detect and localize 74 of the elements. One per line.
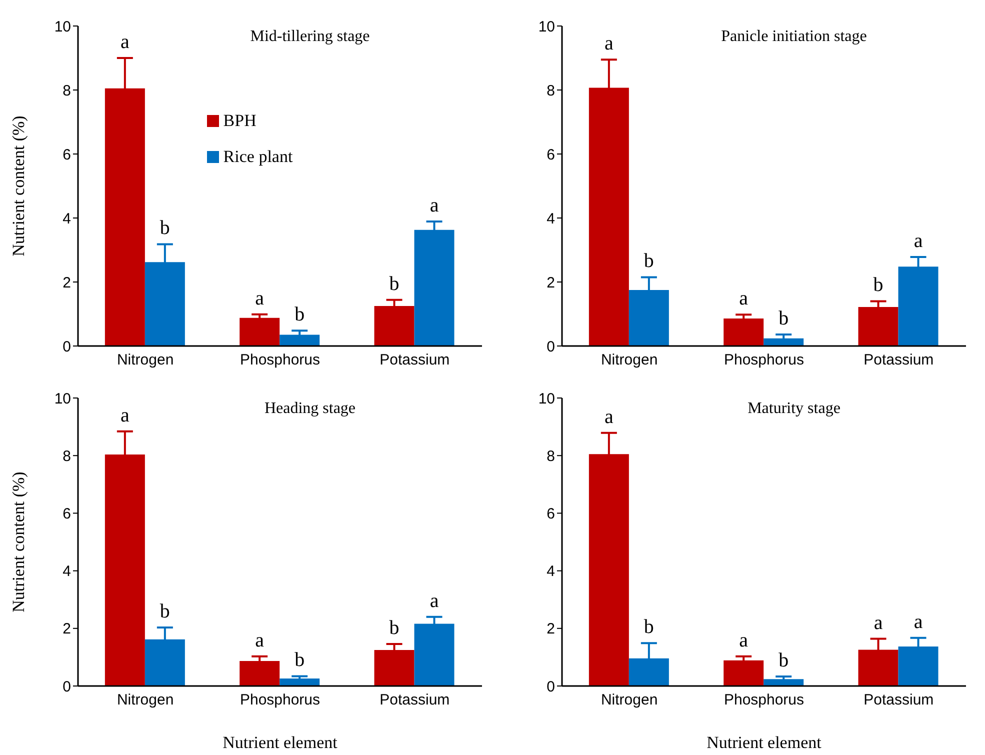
y-tick-label: 0 bbox=[62, 678, 71, 696]
y-tick-label: 2 bbox=[546, 274, 555, 292]
annotation: b bbox=[294, 304, 305, 326]
bar bbox=[724, 318, 764, 346]
y-axis-title: Nutrient content (%) bbox=[9, 472, 28, 612]
y-tick-label: 4 bbox=[546, 210, 555, 228]
y-tick-label: 8 bbox=[546, 82, 555, 100]
x-tick-label: Potassium bbox=[864, 692, 934, 709]
y-tick-label: 6 bbox=[546, 506, 555, 523]
x-tick-label: Nitrogen bbox=[116, 692, 174, 709]
y-tick-label: 6 bbox=[546, 146, 555, 164]
annotation: a bbox=[914, 230, 923, 252]
annotation: a bbox=[604, 32, 614, 55]
y-tick-label: 2 bbox=[62, 620, 71, 638]
annotation: a bbox=[430, 194, 439, 217]
annotation: a bbox=[255, 287, 264, 310]
chart-title: Heading stage bbox=[263, 400, 357, 418]
annotation: b bbox=[873, 274, 884, 296]
x-tick-label: Phosphorus bbox=[724, 352, 804, 369]
annotation: a bbox=[739, 629, 748, 652]
annotation: a bbox=[255, 629, 264, 652]
x-tick-label: Phosphorus bbox=[240, 692, 320, 709]
y-tick-label: 2 bbox=[62, 274, 71, 292]
y-tick-label: 0 bbox=[62, 338, 71, 356]
legend-label: Rice plant bbox=[223, 146, 293, 168]
annotation: b bbox=[644, 250, 654, 272]
legend-label: BPH bbox=[223, 110, 256, 132]
annotation: a bbox=[914, 610, 923, 633]
annotation: b bbox=[160, 217, 170, 240]
bar bbox=[724, 660, 764, 686]
y-tick-label: 10 bbox=[54, 18, 71, 36]
y-axis-title: Nutrient content (%) bbox=[9, 116, 28, 256]
y-tick-label: 4 bbox=[62, 210, 71, 228]
y-tick-label: 0 bbox=[546, 338, 555, 356]
y-tick-label: 8 bbox=[546, 448, 555, 465]
y-tick-label: 4 bbox=[546, 563, 555, 580]
x-axis-title: Nutrient element bbox=[222, 733, 338, 752]
y-tick-label: 6 bbox=[62, 506, 71, 523]
annotation: b bbox=[160, 600, 170, 623]
y-tick-label: 10 bbox=[538, 390, 555, 408]
annotation: a bbox=[430, 590, 439, 612]
chart-title: Maturity stage bbox=[746, 400, 842, 418]
y-tick-label: 6 bbox=[62, 146, 71, 164]
y-tick-label: 10 bbox=[538, 18, 555, 36]
annotation: b bbox=[778, 307, 789, 330]
annotation: b bbox=[644, 616, 654, 638]
y-tick-label: 2 bbox=[546, 620, 555, 638]
y-tick-label: 10 bbox=[54, 390, 71, 408]
chart-title: Panicle initiation stage bbox=[720, 28, 868, 46]
y-tick-label: 0 bbox=[546, 678, 555, 696]
x-tick-label: Potassium bbox=[864, 352, 934, 369]
x-tick-label: Potassium bbox=[380, 352, 450, 369]
annotation: a bbox=[874, 612, 883, 634]
y-tick-label: 8 bbox=[62, 82, 71, 100]
x-tick-label: Nitrogen bbox=[600, 692, 658, 709]
annotation: a bbox=[120, 31, 130, 53]
annotation: b bbox=[294, 649, 305, 672]
x-tick-label: Phosphorus bbox=[240, 352, 320, 369]
annotation: b bbox=[389, 272, 400, 295]
x-tick-label: Phosphorus bbox=[724, 692, 804, 709]
annotation: b bbox=[389, 616, 400, 639]
bar bbox=[240, 318, 280, 346]
x-tick-label: Nitrogen bbox=[600, 352, 658, 369]
x-tick-label: Nitrogen bbox=[116, 352, 174, 369]
annotation: a bbox=[604, 406, 614, 428]
y-tick-label: 8 bbox=[62, 448, 71, 465]
bar bbox=[240, 660, 280, 686]
annotation: b bbox=[778, 649, 789, 672]
annotation: a bbox=[120, 404, 130, 426]
x-tick-label: Potassium bbox=[380, 692, 450, 709]
annotation: a bbox=[739, 288, 748, 310]
x-axis-title: Nutrient element bbox=[706, 733, 822, 752]
chart-title: Mid-tillering stage bbox=[249, 28, 371, 46]
y-tick-label: 4 bbox=[62, 563, 71, 580]
